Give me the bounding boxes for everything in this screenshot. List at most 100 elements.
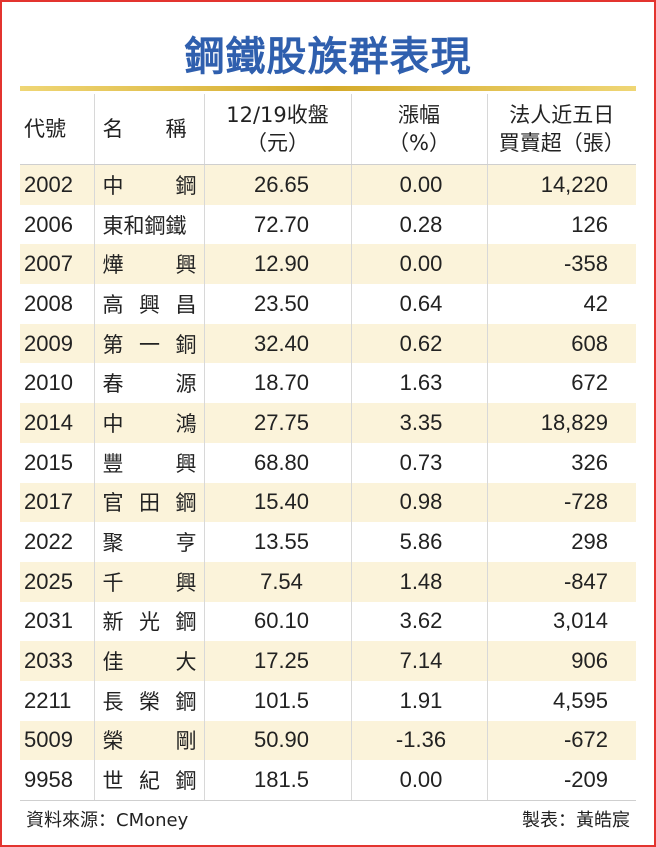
stock-name-char: 榮	[139, 689, 160, 714]
table-row: 2010 春源 18.70 1.63 672	[20, 363, 636, 404]
table-row: 2015 豐興 68.80 0.73 326	[20, 442, 636, 483]
stock-name-chars: 中鋼	[103, 170, 197, 200]
stock-name: 中鴻	[93, 403, 204, 443]
stock-name-char: 春	[102, 372, 124, 397]
stock-name-chars: 第一銅	[103, 329, 197, 359]
stock-name-chars: 長榮鋼	[103, 686, 197, 716]
header-name: 名 稱	[93, 94, 204, 165]
table-row: 2006 東和鋼鐵 72.70 0.28 126	[20, 204, 636, 245]
stock-name-chars: 春源	[103, 368, 197, 398]
stock-name-char: 燁	[102, 253, 124, 278]
institutional-net-5day: 4,595	[486, 680, 636, 721]
stock-name-char: 鋼	[175, 610, 197, 635]
header-close: 12/19收盤 （元）	[203, 94, 351, 165]
table-row: 2031 新光鋼 60.10 3.62 3,014	[20, 601, 636, 642]
header-inst-line1: 法人近五日	[509, 103, 615, 127]
stock-name-char: 世	[102, 769, 124, 794]
stock-name-char: 中	[102, 173, 124, 198]
stock-name-char: 昌	[175, 292, 197, 317]
stock-name-char: 興	[175, 253, 197, 278]
institutional-net-5day: -358	[486, 244, 636, 285]
stock-name-char: 亨	[175, 531, 197, 556]
stock-name-char: 鋼	[175, 769, 197, 794]
stock-name-char: 長	[102, 689, 124, 714]
stock-name-char: 新	[102, 610, 124, 635]
closing-price: 18.70	[203, 363, 351, 404]
header-institutional: 法人近五日 買賣超（張）	[486, 94, 636, 165]
stock-name-char: 官	[102, 491, 124, 516]
table-row: 2022 聚亨 13.55 5.86 298	[20, 522, 636, 562]
stock-name: 千興	[93, 561, 204, 602]
institutional-net-5day: 298	[486, 522, 636, 562]
stock-code: 9958	[24, 767, 73, 793]
table-row: 2007 燁興 12.90 0.00 -358	[20, 244, 636, 285]
title-divider	[20, 86, 636, 91]
stock-name-char: 興	[175, 451, 197, 476]
stock-name: 世紀鋼	[93, 760, 204, 800]
stock-name-char: 鴻	[175, 411, 197, 436]
price-change-pct: 1.48	[350, 561, 487, 602]
stock-name-chars: 官田鋼	[103, 487, 197, 517]
closing-price: 13.55	[203, 522, 351, 562]
institutional-net-5day: 3,014	[486, 601, 636, 642]
stock-name: 聚亨	[93, 522, 204, 562]
closing-price: 27.75	[203, 403, 351, 443]
page-title: 鋼鐵股族群表現	[184, 34, 472, 80]
stock-code: 2017	[20, 482, 94, 523]
header-inst-line2: 買賣超（張）	[498, 131, 625, 155]
table-row: 2008 高興昌 23.50 0.64 42	[20, 284, 636, 324]
price-change-pct: 0.00	[350, 244, 487, 285]
institutional-net-5day: 14,220	[486, 164, 636, 205]
stock-name-char: 中	[102, 411, 124, 436]
stock-name-char: 一	[139, 332, 160, 357]
stock-name: 春源	[93, 363, 204, 404]
price-change-pct: 0.62	[350, 323, 487, 364]
stock-name-chars: 豐興	[103, 448, 197, 478]
stock-code: 2033	[20, 641, 94, 681]
closing-price: 26.65	[203, 164, 351, 205]
stock-name: 中鋼	[93, 164, 204, 205]
price-change-pct: 0.64	[350, 284, 487, 324]
table-row: 2033 佳大 17.25 7.14 906	[20, 641, 636, 681]
source-note: 資料來源：CMoney	[26, 810, 189, 831]
footer-divider	[20, 800, 636, 801]
price-change-pct: 5.86	[350, 522, 487, 562]
institutional-net-5day: 906	[486, 641, 636, 681]
table-row: 2014 中鴻 27.75 3.35 18,829	[20, 403, 636, 443]
stock-name-char: 田	[139, 491, 160, 516]
stock-code: 2009	[20, 323, 94, 364]
price-change-pct: -1.36	[350, 720, 487, 761]
stock-code: 2031	[24, 608, 73, 634]
stock-code: 2025	[20, 561, 94, 602]
table-body: 2002 中鋼 26.65 0.00 14,220 2006 東和鋼鐵 72.70 0.28 12…	[20, 164, 636, 800]
stock-code: 2015	[24, 449, 73, 475]
stock-name: 第一銅	[93, 323, 204, 364]
header-close-line2: （元）	[246, 131, 309, 155]
stock-name: 燁興	[93, 244, 204, 285]
stock-name: 豐興	[93, 442, 204, 483]
closing-price: 15.40	[203, 482, 351, 523]
closing-price: 101.5	[203, 680, 351, 721]
stock-name-chars: 高興昌	[103, 289, 197, 319]
stock-code: 2010	[24, 370, 73, 396]
stock-name: 佳大	[93, 641, 204, 681]
footer: 資料來源：CMoney 製表：黃皓宸	[20, 804, 636, 832]
table-row: 2211 長榮鋼 101.5 1.91 4,595	[20, 680, 636, 721]
price-change-pct: 1.63	[350, 363, 487, 404]
stock-name-chars: 佳大	[103, 646, 197, 676]
closing-price: 32.40	[203, 323, 351, 364]
stock-name-chars: 聚亨	[103, 527, 197, 557]
stock-name-char: 紀	[139, 769, 160, 794]
stock-name-char: 聚	[102, 531, 124, 556]
stock-name-chars: 千興	[103, 567, 197, 597]
stock-name: 榮剛	[93, 720, 204, 761]
header-close-line1: 12/19收盤	[226, 103, 329, 127]
price-change-pct: 0.98	[350, 482, 487, 523]
header-change-line2: （%）	[388, 131, 450, 155]
price-change-pct: 0.00	[350, 164, 487, 205]
price-change-pct: 3.62	[350, 601, 487, 642]
closing-price: 60.10	[203, 601, 351, 642]
institutional-net-5day: 42	[486, 284, 636, 324]
stock-name-char: 第	[102, 332, 124, 357]
stock-name: 東和鋼鐵	[93, 204, 204, 245]
